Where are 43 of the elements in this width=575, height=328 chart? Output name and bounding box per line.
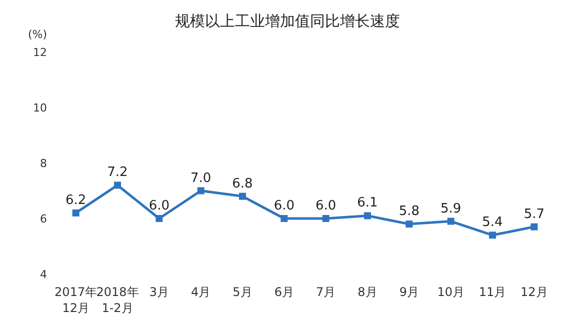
data-label: 7.0 <box>190 170 212 186</box>
data-label: 5.8 <box>398 204 420 220</box>
data-label: 6.0 <box>148 198 170 214</box>
y-tick-label: 6 <box>40 212 47 226</box>
y-tick-label: 8 <box>40 156 47 170</box>
y-tick-label: 4 <box>40 268 47 281</box>
data-label: 5.9 <box>440 201 462 216</box>
x-tick-label: 5月 <box>232 285 252 299</box>
x-tick-label: 6月 <box>274 285 294 299</box>
point <box>114 182 121 189</box>
y-tick-label: 10 <box>33 101 47 114</box>
x-tick-label: 7月 <box>316 285 336 299</box>
point <box>406 220 413 228</box>
chart-title: 规模以上工业增加值同比增长速度 <box>175 12 400 30</box>
data-label: 7.2 <box>107 165 128 180</box>
x-tick-label: 12月 <box>520 285 548 299</box>
point <box>364 212 371 220</box>
point <box>530 223 538 230</box>
point <box>72 209 80 216</box>
data-label: 6.1 <box>357 196 378 211</box>
x-tick-label: 10月 <box>437 285 464 299</box>
x-tick-label: 2018年 1-2月 <box>96 285 139 315</box>
x-tick-label: 4月 <box>191 285 211 299</box>
data-label: 6.8 <box>232 176 253 192</box>
point <box>197 187 204 194</box>
point <box>280 215 288 222</box>
data-label: 5.4 <box>482 215 503 230</box>
point <box>489 232 496 239</box>
x-tick-label: 11月 <box>478 285 506 299</box>
data-label: 6.2 <box>65 192 86 208</box>
x-tick-label: 8月 <box>358 285 378 299</box>
point <box>322 215 330 222</box>
point <box>239 192 246 200</box>
point <box>447 218 454 225</box>
point <box>156 215 163 222</box>
y-axis-title: (%) <box>28 28 48 41</box>
data-label: 5.7 <box>524 206 545 222</box>
data-label: 6.0 <box>274 198 295 214</box>
x-tick-label: 9月 <box>399 285 419 299</box>
x-tick-label: 2017年 12月 <box>54 285 98 315</box>
y-tick-label: 12 <box>33 46 47 59</box>
data-label: 6.0 <box>315 198 336 214</box>
x-tick-label: 3月 <box>149 285 169 299</box>
